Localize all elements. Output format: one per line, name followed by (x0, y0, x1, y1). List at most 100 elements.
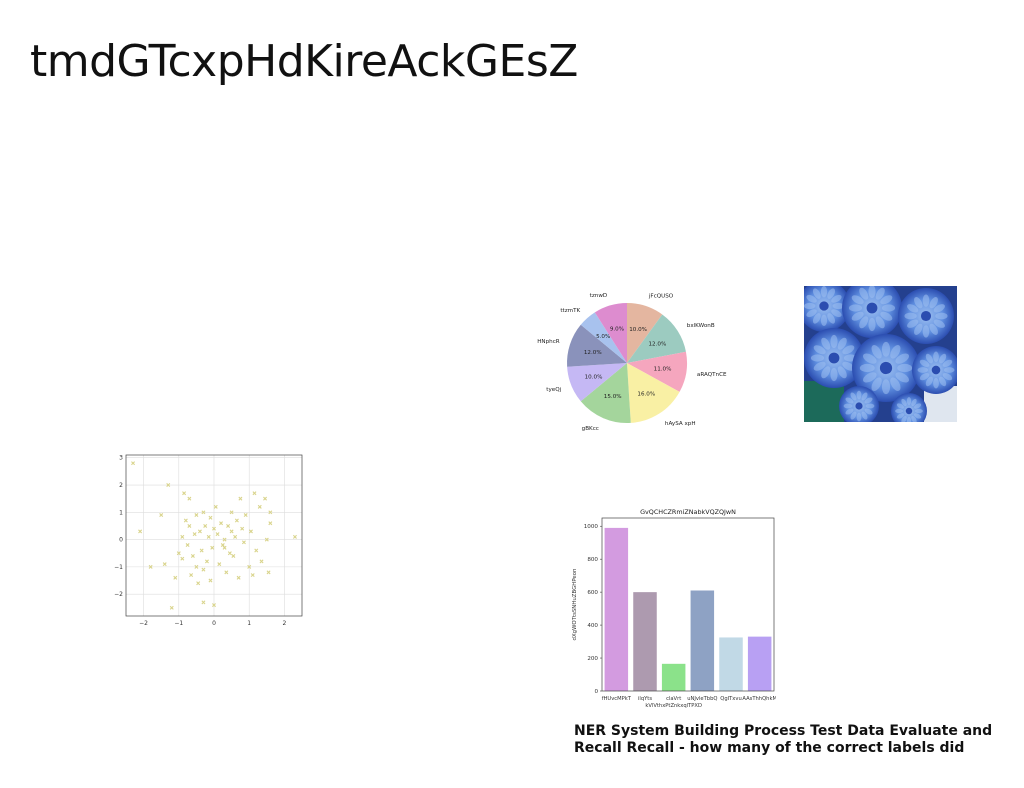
flower-petal (821, 337, 831, 350)
scatter-point (248, 529, 253, 534)
scatter-point (201, 600, 206, 605)
scatter-xtick-label: 0 (212, 620, 216, 627)
scatter-point (234, 518, 239, 523)
flower-petal (925, 353, 934, 364)
scatter-ytick-label: −2 (114, 591, 123, 598)
pie-slice-label: HNphcR (537, 339, 560, 345)
flower-center (819, 301, 829, 311)
scatter-point (264, 537, 269, 542)
flower-petal (830, 367, 838, 382)
scatter-point (268, 510, 273, 515)
scatter-point (187, 523, 192, 528)
scatter-point (199, 548, 204, 553)
scatter-point (212, 526, 216, 531)
flower-petal (850, 392, 857, 401)
flower-center (931, 365, 941, 375)
flower-petal (871, 377, 882, 391)
bar-category-label: ilqYts (638, 696, 652, 702)
flower-petal (914, 297, 923, 309)
flower-center (866, 302, 878, 314)
flower-petal (821, 366, 831, 379)
flower-petal (861, 411, 868, 420)
scatter-point (226, 523, 231, 528)
scatter-point (240, 526, 245, 531)
flower-petal (842, 345, 855, 355)
flower-petal (868, 286, 876, 299)
flower-center (879, 361, 893, 375)
flower-petal (864, 397, 873, 404)
flower-petal (943, 367, 955, 373)
flower-petal (922, 294, 930, 307)
flower-petal (911, 415, 917, 422)
flower-petal (859, 316, 869, 329)
pie-slice-percent: 15.0% (604, 394, 622, 400)
scatter-point (233, 534, 238, 539)
flower-petal (845, 408, 854, 415)
scatter-point (219, 521, 224, 526)
pie-slice-percent: 12.0% (649, 342, 667, 348)
pie-slice-percent: 5.0% (596, 334, 610, 340)
scatter-point (259, 559, 264, 564)
flower-petal (851, 295, 864, 305)
scatter-point (131, 461, 136, 466)
scatter-point (148, 564, 153, 569)
bar-ytick-label: 800 (587, 557, 598, 563)
flower-petal (906, 397, 912, 406)
slide-title: tmdGTcxpHdKireAckGEsZ (30, 36, 578, 87)
scatter-point (217, 562, 222, 567)
flower-petal (806, 294, 817, 303)
scatter-point (208, 515, 213, 520)
flower-center (920, 310, 932, 322)
scatter-point (236, 575, 241, 580)
flower-petal (880, 295, 893, 305)
flower-petal (842, 361, 855, 371)
flower-petal (901, 415, 907, 422)
scatter-point (162, 562, 167, 567)
flower-petal (875, 287, 885, 300)
flower-petal (881, 304, 896, 312)
flower-petal (933, 377, 939, 389)
flower-petal (938, 353, 947, 364)
bar-ytick-label: 400 (587, 623, 598, 629)
flower-petal (929, 323, 938, 335)
scatter-point (241, 540, 246, 545)
flower-petal (827, 288, 836, 299)
flower-petal (906, 416, 912, 422)
flower-petal (813, 361, 826, 371)
flower-petal (848, 304, 863, 312)
flower-petal (856, 390, 862, 400)
flower-petal (806, 309, 817, 318)
flower-petal (810, 354, 825, 362)
bar-rect (633, 592, 657, 691)
flower-center (828, 352, 840, 364)
flower-petal (843, 403, 853, 409)
scatter-point (222, 537, 227, 542)
scatter-xtick-label: −1 (174, 620, 183, 627)
pie-slice-percent: 10.0% (629, 327, 647, 333)
scatter-point (238, 496, 243, 501)
scatter-ytick-label: 3 (119, 455, 123, 462)
scatter-point (263, 496, 268, 501)
scatter-point (176, 551, 181, 556)
scatter-point (180, 556, 185, 561)
flower-petal (831, 294, 842, 303)
scatter-ytick-label: 2 (119, 482, 123, 489)
bar-ylabel: dXgWOTtsSNHuZBGHPeon (572, 569, 578, 641)
flower-petal (935, 312, 948, 320)
pie-slice-label: bxlKWonB (687, 323, 715, 329)
scatter-point (196, 581, 201, 586)
flower-petal (929, 297, 938, 309)
pie-slice-label: hAySA xpH (665, 421, 696, 427)
scatter-xtick-label: 2 (282, 620, 286, 627)
scatter-point (206, 534, 211, 539)
flower-petal (832, 302, 845, 310)
pie-slice (567, 363, 627, 402)
flower-petal (933, 351, 939, 363)
flower-petal (895, 353, 909, 364)
scatter-xtick-label: −2 (139, 620, 148, 627)
pie-slice (627, 303, 663, 363)
bar-ytick-label: 1000 (584, 524, 599, 530)
scatter-point (194, 564, 199, 569)
flower-petal (881, 341, 891, 357)
scatter-point (201, 510, 206, 515)
